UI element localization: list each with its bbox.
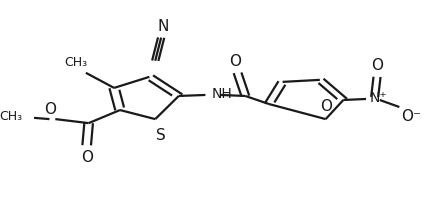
Text: N⁺: N⁺ <box>369 91 387 105</box>
Text: S: S <box>156 128 166 143</box>
Text: O: O <box>44 102 56 117</box>
Text: O⁻: O⁻ <box>400 109 420 124</box>
Text: O: O <box>319 99 331 114</box>
Text: O: O <box>229 54 241 69</box>
Text: O: O <box>370 58 382 73</box>
Text: CH₃: CH₃ <box>0 110 23 123</box>
Text: NH: NH <box>211 87 231 101</box>
Text: CH₃: CH₃ <box>65 56 88 69</box>
Text: O: O <box>81 150 92 165</box>
Text: N: N <box>157 19 168 34</box>
